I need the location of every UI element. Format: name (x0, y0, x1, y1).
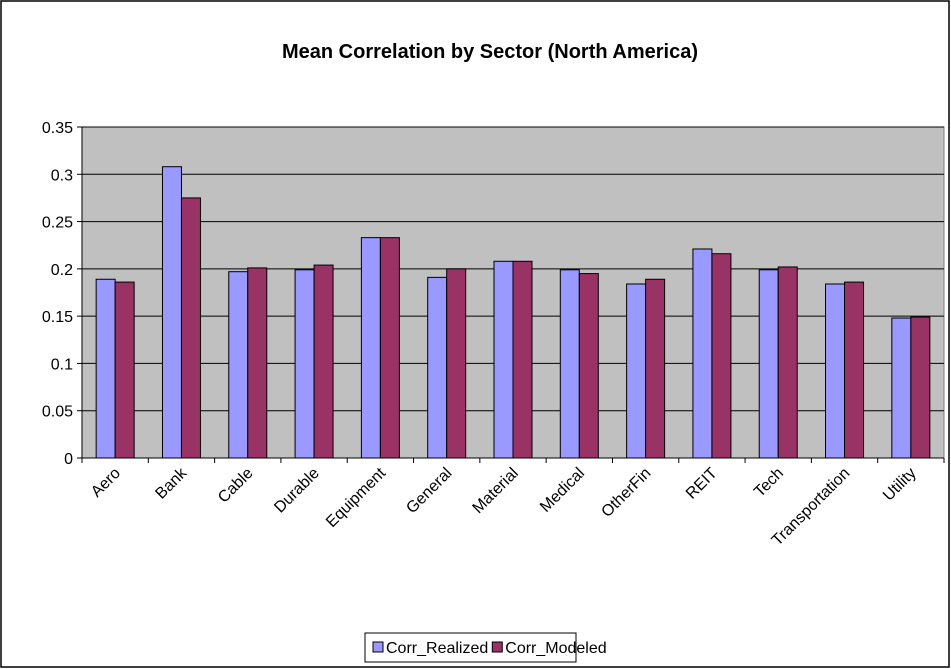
bar (711, 253, 732, 459)
bar (294, 269, 315, 459)
bar (910, 316, 931, 459)
bar (228, 271, 249, 459)
bar (446, 268, 467, 459)
bar (161, 166, 182, 459)
chart-title: Mean Correlation by Sector (North Americ… (282, 41, 698, 63)
bar (777, 266, 798, 459)
bar (247, 267, 268, 459)
bar (95, 278, 116, 459)
bar (493, 260, 514, 459)
y-tick-label: 0 (64, 451, 73, 468)
bar (692, 248, 713, 459)
y-tick-label: 0.15 (42, 309, 73, 326)
y-tick-label: 0.2 (51, 262, 73, 279)
bar (578, 273, 599, 459)
bar (758, 269, 779, 459)
legend-label: Corr_Realized (386, 640, 488, 657)
legend-swatch (372, 641, 384, 653)
bar (645, 278, 666, 459)
bar (844, 281, 865, 459)
bar (180, 197, 201, 459)
bar (626, 283, 647, 459)
bar (313, 264, 334, 459)
bar (114, 281, 135, 459)
bar (891, 317, 912, 459)
legend-swatch (491, 641, 503, 653)
bar (360, 237, 381, 459)
legend: Corr_Realized Corr_Modeled (364, 632, 607, 663)
legend-box (364, 632, 577, 663)
bar (559, 269, 580, 459)
y-tick-label: 0.1 (51, 356, 73, 373)
y-tick-label: 0.05 (42, 404, 73, 421)
y-tick-label: 0.3 (51, 167, 73, 184)
bar (427, 276, 448, 459)
y-tick-label: 0.35 (42, 120, 73, 137)
y-tick-label: 0.25 (42, 215, 73, 232)
bar (512, 260, 533, 459)
bar (825, 283, 846, 459)
legend-label: Corr_Modeled (505, 640, 606, 657)
bar (379, 237, 400, 459)
